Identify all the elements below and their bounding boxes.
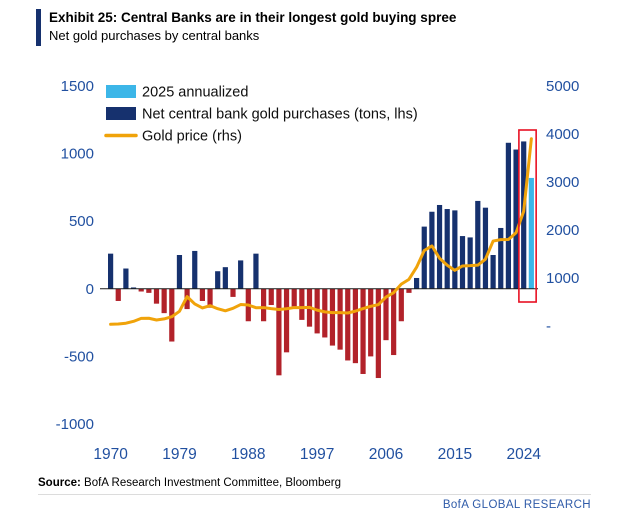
bar-1979 <box>176 255 183 289</box>
x-axis-tick-1970: 1970 <box>93 446 128 463</box>
bar-2020 <box>490 255 496 289</box>
bar-2009 <box>406 288 412 293</box>
right-axis-tick-3000: 3000 <box>546 174 579 191</box>
bar-2002 <box>352 288 358 364</box>
page-title: Exhibit 25: Central Banks are in their l… <box>49 10 457 25</box>
bar-1995 <box>299 288 305 320</box>
bar-2010 <box>414 277 420 289</box>
left-axis-tick-0: 0 <box>86 281 94 298</box>
left-axis-tick--500: -500 <box>64 348 94 365</box>
page-subtitle: Net gold purchases by central banks <box>49 28 260 44</box>
bar-1999 <box>329 288 336 346</box>
bar-1972 <box>123 268 129 289</box>
bar-1984 <box>215 271 221 289</box>
bar-2022 <box>505 142 511 289</box>
bar-2019 <box>482 207 489 289</box>
right-axis-tick-2000: 2000 <box>546 222 579 239</box>
bar-1985 <box>222 267 228 289</box>
bar-2016 <box>459 236 466 289</box>
x-axis-tick-2015: 2015 <box>438 446 472 463</box>
bar-2017 <box>467 237 473 289</box>
bar-2015 <box>452 210 458 289</box>
bar-1974 <box>138 288 144 292</box>
bar-1987 <box>238 260 244 289</box>
bar-2018 <box>475 200 481 289</box>
bar-1981 <box>192 250 198 289</box>
right-axis-tick-1000: 1000 <box>546 270 579 287</box>
bar-2006 <box>383 288 389 341</box>
footer-divider <box>38 494 591 495</box>
source-label: Source: <box>38 477 81 489</box>
bar-2004 <box>368 288 374 357</box>
left-axis-tick--1000: -1000 <box>56 416 94 433</box>
left-axis-tick-1000: 1000 <box>61 146 94 163</box>
bar-2025 <box>528 177 534 289</box>
bar-2021 <box>498 227 504 289</box>
bar-1973 <box>130 287 137 289</box>
bar-2005 <box>375 288 381 379</box>
right-axis-tick-4000: 4000 <box>546 126 579 143</box>
bar-1993 <box>283 288 290 353</box>
x-axis-tick-1979: 1979 <box>162 446 196 463</box>
legend-label-1: Net central bank gold purchases (tons, l… <box>142 107 418 123</box>
bar-2008 <box>398 288 404 322</box>
legend-label-0: 2025 annualized <box>142 85 248 101</box>
bar-2000 <box>337 288 343 350</box>
bar-1977 <box>161 288 167 314</box>
bar-2007 <box>391 288 397 356</box>
left-axis-tick-1500: 1500 <box>61 78 94 95</box>
bar-2003 <box>360 288 366 374</box>
bar-1986 <box>230 288 236 297</box>
bar-2023 <box>513 149 519 289</box>
legend-swatch-0 <box>106 85 136 98</box>
x-axis-tick-1988: 1988 <box>231 446 265 463</box>
right-axis-tick--: - <box>546 318 551 335</box>
bar-2014 <box>444 209 450 289</box>
bar-1989 <box>253 253 259 289</box>
bar-1992 <box>276 288 282 376</box>
bar-1990 <box>261 288 267 322</box>
highlight-box <box>518 129 537 303</box>
gold-purchases-chart: 150010005000-500-10005000400030002000100… <box>56 78 580 463</box>
bar-2001 <box>345 288 351 361</box>
x-axis-tick-2006: 2006 <box>369 446 403 463</box>
bar-1982 <box>199 288 205 301</box>
x-axis-tick-1997: 1997 <box>300 446 334 463</box>
bar-2013 <box>436 204 443 289</box>
bar-1971 <box>115 288 121 301</box>
bar-1976 <box>153 288 160 304</box>
exhibit-titles: Exhibit 25: Central Banks are in their l… <box>49 9 456 46</box>
exhibit-accent-bar <box>36 9 41 46</box>
left-axis-tick-500: 500 <box>69 213 94 230</box>
bar-2012 <box>429 211 435 289</box>
bar-1991 <box>268 288 274 306</box>
legend-label-2: Gold price (rhs) <box>142 129 242 145</box>
right-axis-tick-5000: 5000 <box>546 78 579 95</box>
exhibit-header: Exhibit 25: Central Banks are in their l… <box>36 9 456 46</box>
bar-2011 <box>421 226 427 289</box>
bar-1975 <box>146 288 152 293</box>
source-text: BofA Research Investment Committee, Bloo… <box>80 477 341 489</box>
bar-1983 <box>207 288 213 308</box>
x-axis-tick-2024: 2024 <box>506 446 541 463</box>
source-line: Source: BofA Research Investment Committ… <box>38 477 341 489</box>
gold-price-line <box>109 137 533 326</box>
bofa-branding: BofA GLOBAL RESEARCH <box>442 499 591 511</box>
legend-swatch-1 <box>106 107 136 120</box>
bar-1970 <box>108 253 114 289</box>
bar-1994 <box>291 288 297 307</box>
